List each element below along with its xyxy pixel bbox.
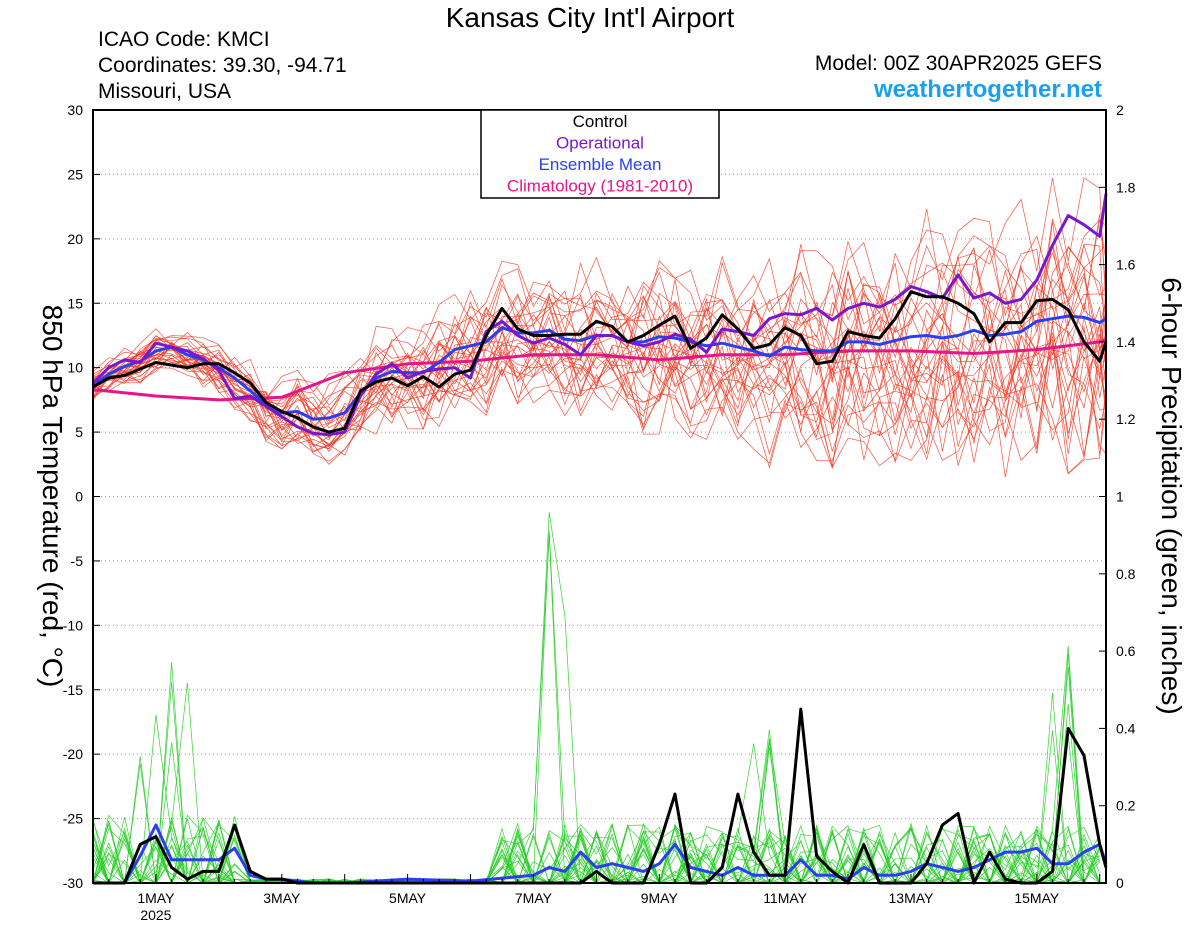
legend-entry: Operational [556,134,644,153]
precip-member-line [93,512,1100,884]
temp-member-line [92,246,1107,437]
legend-entry: Ensemble Mean [539,155,662,174]
temp-member-line [92,339,1107,474]
y-right-tick-label: 1.4 [1116,334,1136,350]
climatology-1981-2010-temperature-line [92,337,1107,402]
temp-member-line [92,213,1107,421]
temp-member-line [92,338,1107,467]
legend-entry: Control [573,112,628,131]
y-left-tick-label: -15 [63,682,83,698]
y-left-tick-label: 25 [67,166,83,182]
y-right-tick-label: 1.8 [1116,179,1136,195]
y-right-tick-label: 0.4 [1116,720,1136,736]
y-axis-right-label: 6-hour Precipitation (green, inches) [1156,277,1187,714]
chart-title: Kansas City Int'l Airport [445,2,735,33]
temp-member-line [92,324,1107,447]
y-left-tick-label: -20 [63,746,83,762]
y-right-tick-label: 0.2 [1116,798,1136,814]
gridlines [93,173,1106,820]
y-right-tick-label: 1.2 [1116,411,1136,427]
x-tick-label: 13MAY [889,890,935,906]
model-run-label: Model: 00Z 30APR2025 GEFS [814,52,1102,75]
temp-member-line [92,243,1107,428]
x-tick-label: 7MAY [515,890,553,906]
y-left-tick-label: -10 [63,617,83,633]
x-tick-sublabel: 2025 [140,907,171,923]
y-left-tick-label: 30 [67,102,83,118]
y-left-tick-label: 0 [75,489,83,505]
x-tick-label: 1MAY [137,890,175,906]
x-tick-label: 11MAY [763,890,807,906]
axes: 302520151050-5-10-15-20-25-3021.81.61.41… [63,102,1136,923]
control-temperature-line [92,290,1108,434]
y-axis-left-label: 850 hPa Temperature (red, °C) [37,305,68,688]
y-right-tick-label: 0.6 [1116,643,1136,659]
y-left-tick-label: 15 [67,295,83,311]
x-tick-label: 15MAY [1014,890,1060,906]
ensemble-member-lines [92,177,1107,885]
plot-frame [92,109,1107,884]
y-right-tick-label: 0 [1116,875,1124,891]
coordinates-label: Coordinates: 39.30, -94.71 [98,54,347,77]
precip-member-line [92,645,1100,885]
temp-member-line [92,289,1107,448]
y-right-tick-label: 0.8 [1116,566,1136,582]
legend: Control Operational Ensemble Mean Climatolo… [480,109,720,199]
y-left-tick-label: 20 [67,231,83,247]
x-tick-label: 9MAY [641,890,679,906]
legend-entry: Climatology (1981-2010) [507,177,693,196]
y-left-tick-label: -5 [71,553,84,569]
y-left-tick-label: -30 [63,875,83,891]
temp-member-line [92,266,1107,429]
temp-member-line [92,324,1107,462]
x-tick-label: 3MAY [263,890,301,906]
y-left-tick-label: -25 [63,811,83,827]
temp-member-line [92,284,1107,440]
y-left-tick-label: 5 [75,424,83,440]
y-right-tick-label: 1.6 [1116,257,1136,273]
icao-code-label: ICAO Code: KMCI [98,28,270,51]
y-right-tick-label: 1 [1116,489,1124,505]
y-right-tick-label: 2 [1116,102,1124,118]
location-label: Missouri, USA [98,80,232,103]
website-link[interactable]: weathertogether.net [873,76,1102,103]
legend-box [480,109,720,199]
temp-member-line [92,340,1107,478]
x-tick-label: 5MAY [389,890,427,906]
operational-temperature-line [91,193,1108,437]
precip-member-line [92,530,1100,885]
precip-member-line [92,823,1101,885]
y-left-tick-label: 10 [67,360,83,376]
temp-member-line [92,323,1107,432]
